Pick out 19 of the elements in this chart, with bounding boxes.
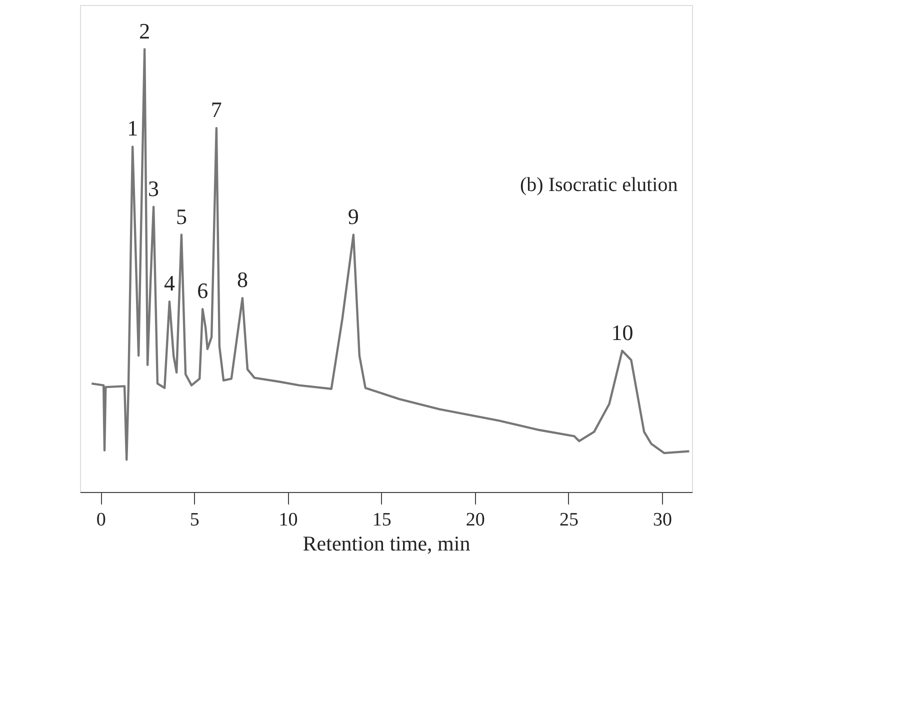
annotation: (b) Isocratic elution	[520, 174, 678, 196]
x-tick-label: 0	[96, 510, 106, 530]
x-tick-label: 5	[190, 510, 200, 530]
x-tick-label: 20	[466, 510, 485, 530]
annotation: 9	[348, 204, 359, 229]
annotation: 7	[210, 97, 222, 122]
annotation: 3	[148, 176, 160, 201]
annotation: 6	[197, 278, 208, 304]
x-tick-label: 10	[278, 510, 298, 530]
annotation: 5	[176, 204, 187, 229]
x-tick-label: 25	[559, 510, 578, 530]
annotation: 10	[611, 320, 634, 345]
x-tick-label: 15	[372, 510, 392, 530]
annotation: 8	[236, 267, 248, 292]
annotation: 2	[139, 18, 150, 44]
x-axis-title: Retention time, min	[302, 532, 471, 556]
x-tick-label: 30	[653, 510, 672, 530]
annotation: 1	[127, 116, 138, 141]
annotation: 4	[164, 270, 175, 296]
